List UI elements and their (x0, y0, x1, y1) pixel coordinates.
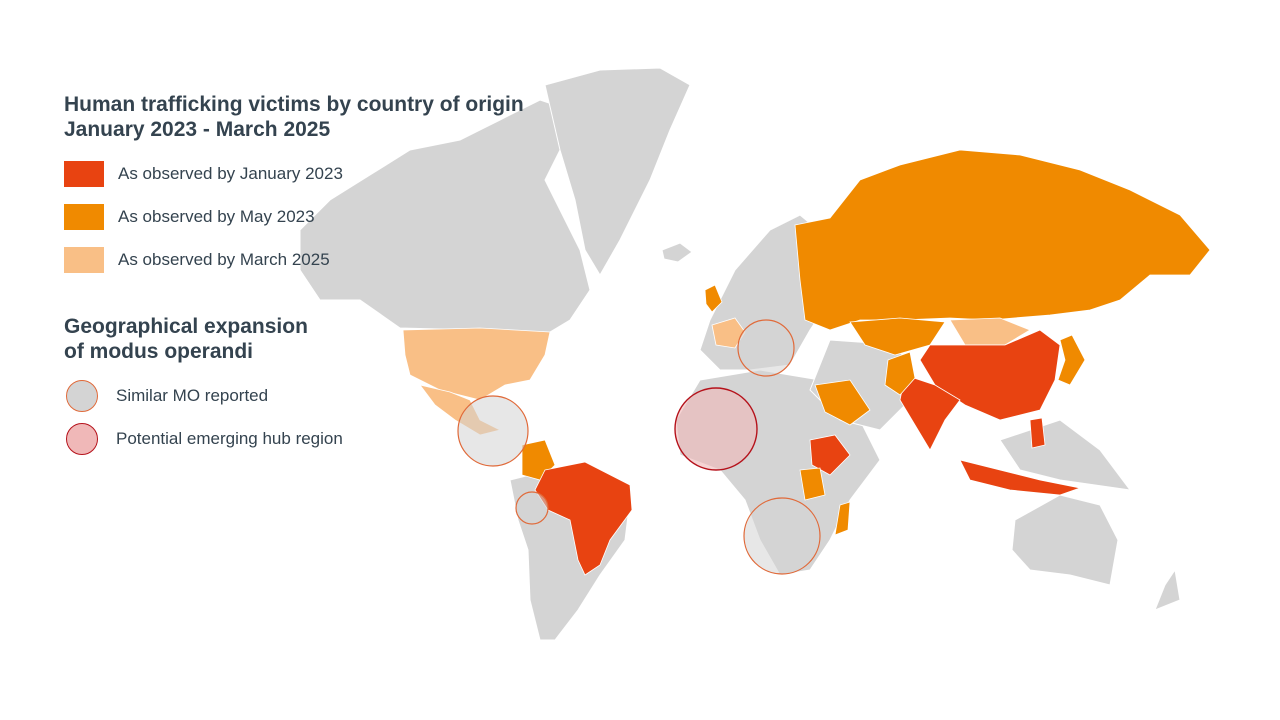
marker-legend: Similar MO reported Potential emerging h… (64, 380, 584, 455)
country-russia (794, 149, 1211, 331)
iceland-land (661, 242, 693, 263)
canada-land (299, 99, 591, 336)
legend-label: As observed by May 2023 (118, 207, 315, 226)
country-saudi-arabia (814, 379, 871, 426)
greenland-land (544, 67, 691, 276)
section-title-line-2: of modus operandi (64, 340, 253, 363)
legend-item-may-2023: As observed by May 2023 (64, 203, 584, 231)
country-japan (1057, 334, 1086, 386)
country-kenya (799, 467, 826, 501)
region-ecuador (515, 491, 549, 525)
mo-regions (457, 319, 821, 575)
swatch-jan-2023 (64, 161, 104, 187)
map-title: Human trafficking victims by country of … (64, 92, 584, 142)
section-title-line-1: Geographical expansion (64, 315, 308, 338)
legend-item-jan-2023: As observed by January 2023 (64, 160, 584, 188)
country-india (899, 374, 961, 451)
country-fills (402, 149, 1211, 576)
swatch-mar-2025 (64, 247, 104, 273)
region-west-africa (674, 387, 758, 471)
legend-label: As observed by March 2025 (118, 250, 330, 269)
legend-item-emerging-hub: Potential emerging hub region (64, 423, 584, 455)
legend-item-similar-mo: Similar MO reported (64, 380, 584, 412)
region-southern-europe (737, 319, 795, 377)
swatch-may-2023 (64, 204, 104, 230)
country-uk (704, 284, 723, 313)
status-legend: As observed by January 2023 As observed … (64, 160, 584, 274)
country-pakistan (884, 351, 916, 396)
emerging-hub-circle-icon (66, 423, 98, 455)
title-line-2: January 2023 - March 2025 (64, 118, 331, 141)
region-southern-africa (743, 497, 821, 575)
section-title: Geographical expansion of modus operandi (64, 314, 584, 364)
country-ethiopia (809, 434, 851, 476)
legend-label: As observed by January 2023 (118, 164, 343, 183)
country-indonesia (959, 459, 1082, 496)
new-zealand-land (1154, 568, 1181, 611)
legend-item-mar-2025: As observed by March 2025 (64, 246, 584, 274)
country-madagascar (834, 501, 851, 536)
country-usa (402, 327, 551, 401)
legend-label: Potential emerging hub region (116, 429, 343, 448)
region-central-america (457, 395, 529, 467)
title-line-1: Human trafficking victims by country of … (64, 93, 524, 116)
legend-label: Similar MO reported (116, 386, 269, 405)
legend: Human trafficking victims by country of … (64, 92, 584, 455)
country-mongolia (949, 317, 1031, 346)
australia-land (1011, 494, 1119, 586)
country-philippines (1029, 417, 1046, 449)
similar-mo-circle-icon (66, 380, 98, 412)
